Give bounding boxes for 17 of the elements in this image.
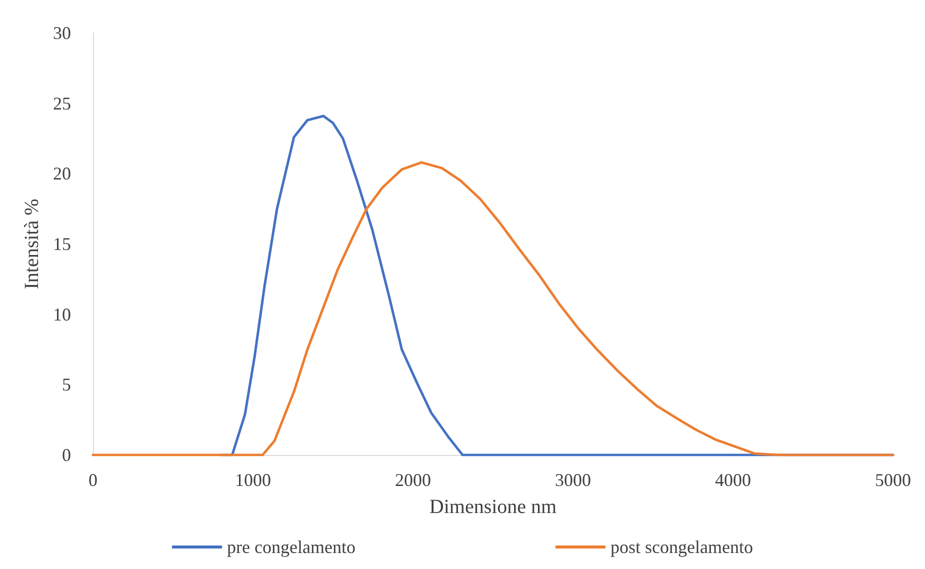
x-axis-title: Dimensione nm: [429, 496, 558, 518]
x-tick-label: 5000: [875, 470, 911, 490]
y-tick-label: 15: [53, 234, 71, 254]
y-tick-label: 5: [62, 374, 71, 395]
y-tick-label: 20: [53, 164, 71, 184]
y-tick-label: 10: [53, 304, 71, 324]
y-tick-label: 25: [53, 93, 71, 114]
legend-label: post scongelamento: [610, 537, 753, 557]
x-tick-label: 2000: [395, 470, 431, 490]
y-tick-label: 30: [53, 23, 71, 43]
legend-label: pre congelamento: [227, 537, 356, 557]
x-tick-label: 3000: [555, 470, 591, 490]
x-tick-label: 4000: [715, 470, 751, 490]
x-tick-label: 1000: [235, 470, 271, 490]
x-tick-label: 0: [88, 470, 98, 490]
y-tick-label: 0: [62, 445, 71, 465]
y-axis-title: Intensità %: [21, 198, 44, 290]
